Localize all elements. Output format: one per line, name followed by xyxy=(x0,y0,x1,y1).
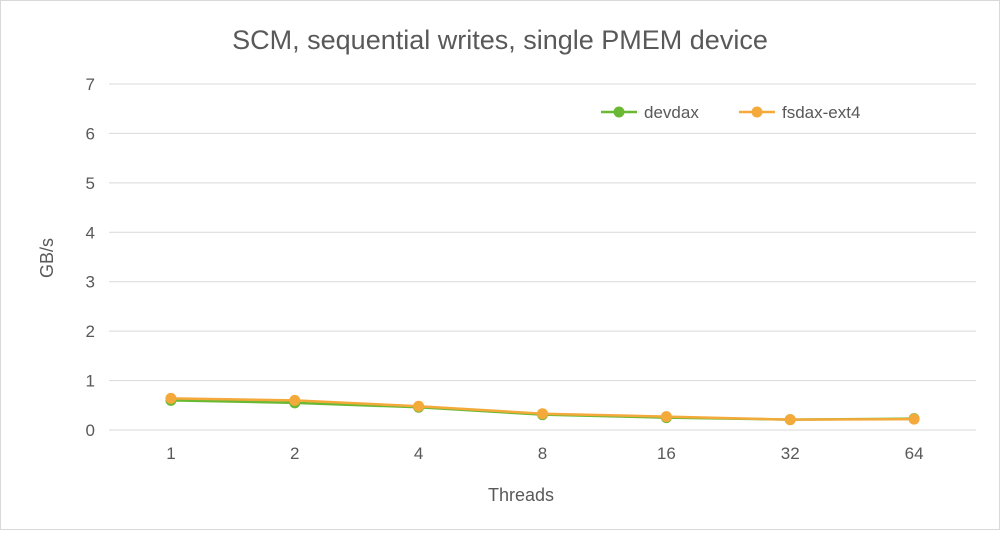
data-point xyxy=(413,400,425,412)
x-axis-ticks: 1 2 4 8 16 32 64 xyxy=(166,444,923,463)
data-point xyxy=(784,414,796,426)
x-tick-label: 16 xyxy=(657,444,676,463)
x-tick-label: 32 xyxy=(781,444,800,463)
y-axis-ticks: 0 1 2 3 4 5 6 7 xyxy=(86,75,95,440)
y-tick-label: 6 xyxy=(86,124,95,143)
legend-swatch-marker xyxy=(751,106,763,118)
x-tick-label: 4 xyxy=(414,444,423,463)
y-tick-label: 4 xyxy=(86,223,95,242)
data-point xyxy=(165,392,177,404)
data-point xyxy=(908,413,920,425)
x-tick-label: 1 xyxy=(166,444,175,463)
y-tick-label: 7 xyxy=(86,75,95,94)
y-tick-label: 5 xyxy=(86,174,95,193)
data-point xyxy=(289,394,301,406)
chart-title: SCM, sequential writes, single PMEM devi… xyxy=(232,25,768,55)
legend: devdax fsdax-ext4 xyxy=(601,103,860,122)
x-tick-label: 2 xyxy=(290,444,299,463)
x-tick-label: 64 xyxy=(905,444,924,463)
x-tick-label: 8 xyxy=(538,444,547,463)
legend-item: devdax xyxy=(601,103,699,122)
y-axis-label: GB/s xyxy=(37,238,57,278)
legend-item: fsdax-ext4 xyxy=(739,103,860,122)
data-point xyxy=(660,411,672,423)
x-axis-label: Threads xyxy=(488,485,554,505)
y-tick-label: 0 xyxy=(86,421,95,440)
y-tick-label: 1 xyxy=(86,372,95,391)
grid xyxy=(109,83,976,431)
data-point xyxy=(537,408,548,420)
series-fsdax-ext4 xyxy=(165,392,920,426)
legend-label: devdax xyxy=(644,103,699,122)
y-tick-label: 3 xyxy=(86,273,95,292)
legend-swatch-marker xyxy=(613,106,625,118)
legend-label: fsdax-ext4 xyxy=(782,103,860,122)
series-layer xyxy=(165,392,920,426)
y-tick-label: 2 xyxy=(86,322,95,341)
